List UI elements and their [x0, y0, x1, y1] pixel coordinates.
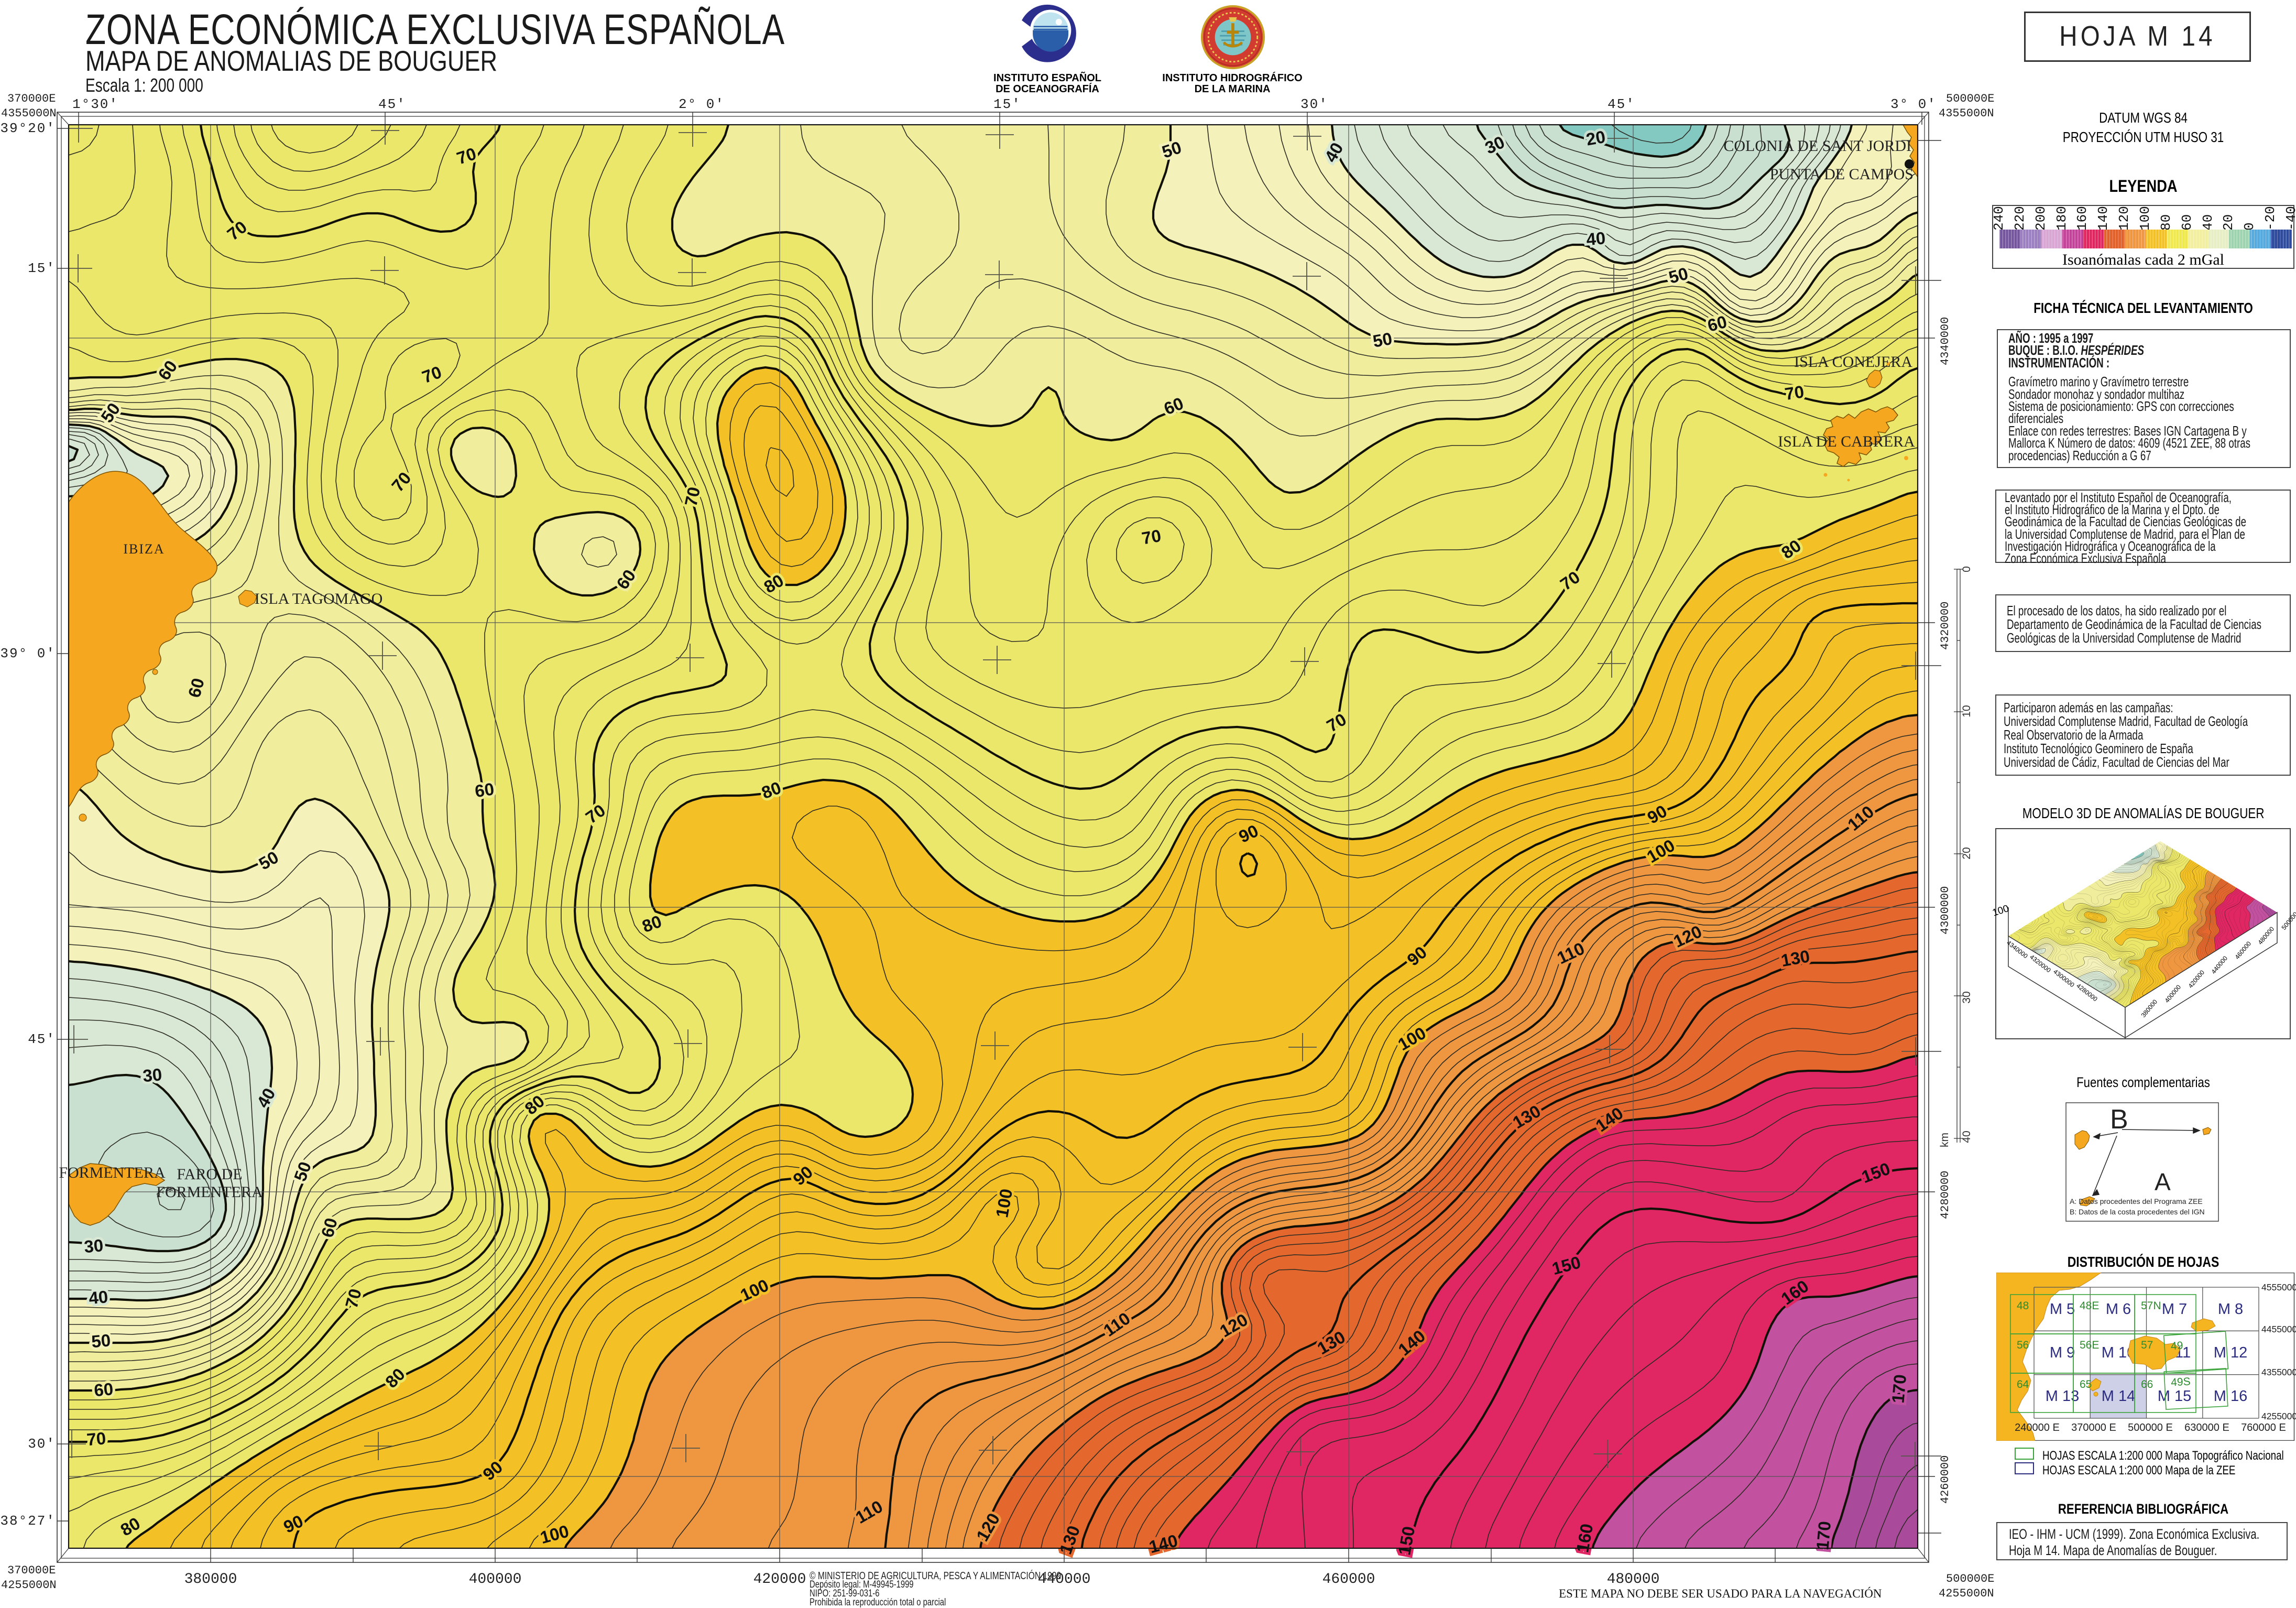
- svg-text:A: Datos procedentes del Progr: A: Datos procedentes del Programa ZEE: [2070, 1197, 2203, 1205]
- svg-text:A: A: [2155, 1168, 2171, 1196]
- svg-text:30: 30: [1961, 991, 1973, 1003]
- svg-text:*: *: [167, 1184, 173, 1199]
- svg-text:km: km: [1939, 1133, 1951, 1147]
- svg-text:56: 56: [2017, 1339, 2029, 1351]
- svg-text:240000 E: 240000 E: [2015, 1422, 2060, 1433]
- svg-text:COLONIA DE SANT JORDI: COLONIA DE SANT JORDI: [1723, 137, 1911, 155]
- svg-text:10: 10: [1961, 705, 1973, 717]
- svg-text:ISLA CONEJERA: ISLA CONEJERA: [1794, 353, 1912, 371]
- svg-text:170: 170: [1888, 1374, 1910, 1404]
- svg-text:50: 50: [91, 1330, 112, 1351]
- svg-text:M 16: M 16: [2214, 1388, 2247, 1405]
- svg-text:M 13: M 13: [2046, 1388, 2079, 1405]
- svg-text:30: 30: [83, 1235, 104, 1256]
- svg-text:M 5: M 5: [2050, 1301, 2075, 1318]
- svg-text:FARO DE: FARO DE: [177, 1166, 242, 1183]
- svg-text:M 7: M 7: [2162, 1301, 2187, 1318]
- svg-text:B: B: [2110, 1104, 2128, 1135]
- svg-text:500000 E: 500000 E: [2128, 1422, 2173, 1433]
- svg-text:57: 57: [2141, 1339, 2153, 1351]
- svg-text:M 9: M 9: [2050, 1344, 2075, 1361]
- svg-text:B: Datos de la costa procedent: B: Datos de la costa procedentes del IGN: [2070, 1208, 2205, 1216]
- svg-text:4255000 N: 4255000 N: [2261, 1411, 2296, 1421]
- svg-text:60: 60: [93, 1379, 114, 1400]
- svg-text:IBIZA: IBIZA: [123, 541, 165, 557]
- svg-text:0: 0: [1961, 566, 1973, 572]
- svg-text:20: 20: [1961, 847, 1973, 859]
- svg-text:M 8: M 8: [2218, 1301, 2243, 1318]
- svg-text:760000 E: 760000 E: [2241, 1422, 2286, 1433]
- svg-text:66: 66: [2141, 1378, 2153, 1390]
- svg-text:630000 E: 630000 E: [2184, 1422, 2229, 1433]
- svg-text:49: 49: [2170, 1340, 2183, 1353]
- svg-text:49S: 49S: [2171, 1376, 2191, 1389]
- svg-text:65: 65: [2080, 1378, 2092, 1390]
- svg-text:4455000N: 4455000N: [2261, 1324, 2296, 1334]
- svg-text:FORMENTERA: FORMENTERA: [156, 1183, 263, 1201]
- svg-text:4355000 N: 4355000 N: [2261, 1367, 2296, 1377]
- svg-text:PUNTA DE CAMPOS: PUNTA DE CAMPOS: [1770, 166, 1914, 183]
- svg-text:FORMENTERA: FORMENTERA: [59, 1164, 166, 1181]
- svg-text:ISLA TAGOMAGO: ISLA TAGOMAGO: [255, 590, 383, 607]
- svg-text:70: 70: [86, 1428, 107, 1449]
- svg-text:40: 40: [1961, 1131, 1973, 1143]
- svg-text:M 12: M 12: [2214, 1344, 2247, 1361]
- svg-text:48: 48: [2017, 1300, 2029, 1312]
- svg-text:64: 64: [2017, 1378, 2029, 1390]
- svg-text:57N: 57N: [2141, 1300, 2161, 1312]
- svg-text:M 6: M 6: [2106, 1301, 2131, 1318]
- svg-text:30: 30: [142, 1064, 163, 1085]
- svg-text:56E: 56E: [2080, 1339, 2099, 1351]
- svg-text:40: 40: [1586, 228, 1606, 249]
- svg-text:M 14: M 14: [2102, 1388, 2135, 1405]
- svg-text:48E: 48E: [2080, 1300, 2099, 1312]
- svg-text:40: 40: [88, 1287, 109, 1308]
- svg-text:ISLA DE CABRERA: ISLA DE CABRERA: [1778, 433, 1915, 450]
- svg-text:370000 E: 370000 E: [2071, 1422, 2116, 1433]
- svg-text:4555000 N: 4555000 N: [2261, 1282, 2296, 1292]
- svg-text:M 15: M 15: [2158, 1388, 2191, 1405]
